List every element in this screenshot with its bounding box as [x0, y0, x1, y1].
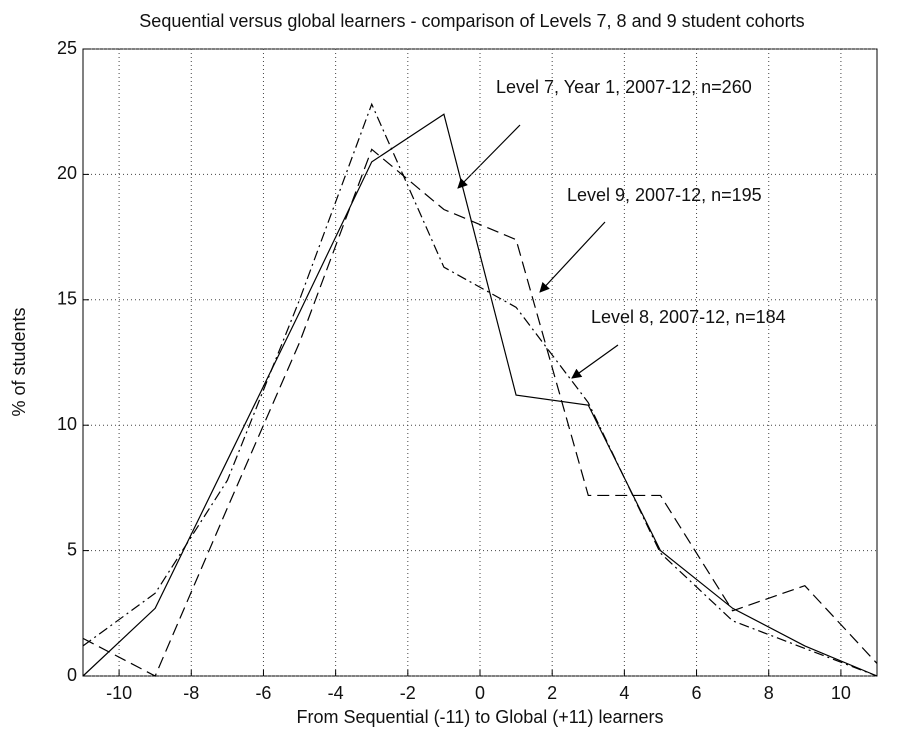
x-tick-label: 10	[831, 683, 851, 703]
y-tick-label: 25	[57, 38, 77, 58]
series-annotation: Level 8, 2007-12, n=184	[591, 307, 786, 327]
x-tick-label: 8	[764, 683, 774, 703]
x-tick-label: 2	[547, 683, 557, 703]
y-tick-label: 10	[57, 414, 77, 434]
series-line	[82, 102, 878, 677]
x-tick-label: -2	[400, 683, 416, 703]
series-annotation: Level 7, Year 1, 2007-12, n=260	[496, 77, 752, 97]
annotation-arrow	[571, 344, 619, 379]
x-tick-label: 4	[619, 683, 629, 703]
y-axis-label: % of students	[9, 307, 29, 416]
annotation-arrow	[539, 221, 606, 293]
y-tick-label: 20	[57, 163, 77, 183]
annotation-arrow	[457, 124, 521, 189]
y-tick-label: 0	[67, 665, 77, 685]
x-tick-label: 6	[692, 683, 702, 703]
series-annotation: Level 9, 2007-12, n=195	[567, 185, 762, 205]
y-tick-label: 15	[57, 289, 77, 309]
x-tick-label: -6	[255, 683, 271, 703]
series-line	[82, 113, 878, 677]
chart-title: Sequential versus global learners - comp…	[139, 11, 804, 31]
x-axis-label: From Sequential (-11) to Global (+11) le…	[297, 707, 664, 727]
x-tick-label: -10	[106, 683, 132, 703]
x-tick-label: -8	[183, 683, 199, 703]
x-tick-label: -4	[328, 683, 344, 703]
series-line	[82, 148, 878, 677]
y-tick-label: 5	[67, 539, 77, 559]
x-tick-label: 0	[475, 683, 485, 703]
